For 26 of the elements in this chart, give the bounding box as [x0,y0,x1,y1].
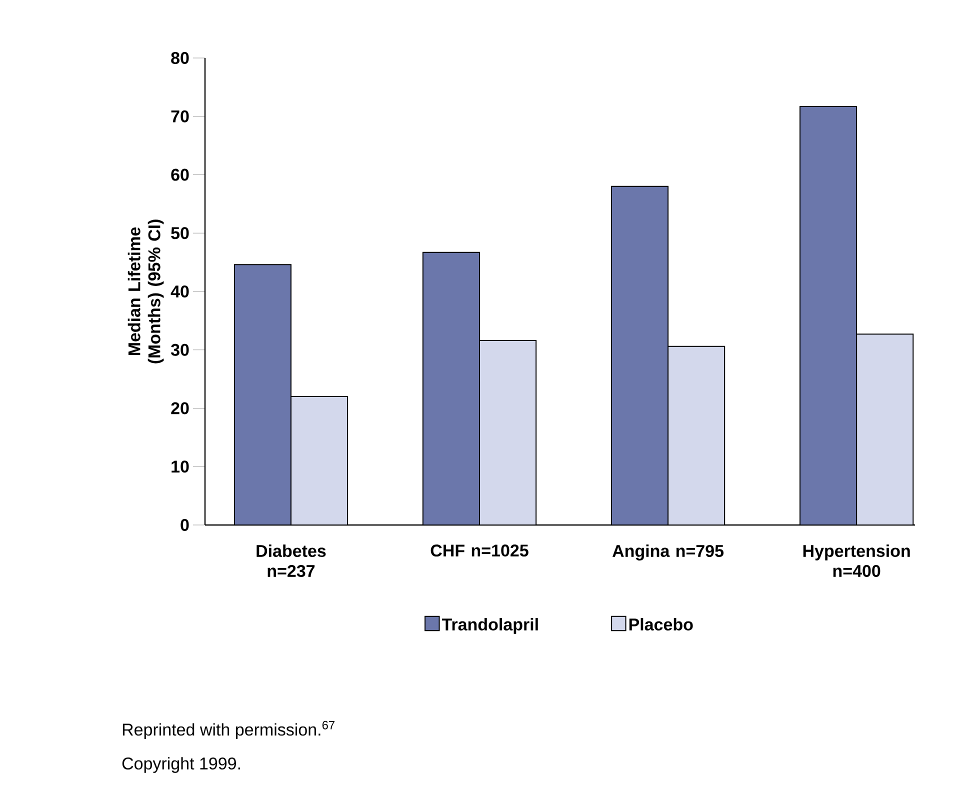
bar [422,252,480,525]
y-tick-label: 20 [171,402,189,414]
y-tick-label: 80 [171,52,189,64]
y-axis-title: Median Lifetime (Months) (95% CI) [128,220,164,364]
x-tick-label: Diabetes n=237 [256,544,326,578]
y-tick-label: 0 [180,518,189,532]
legend-label: Placebo [629,618,693,631]
x-tick-label: Angina n=795 [612,544,724,560]
text: Reprinted with permission.$^{67}$ [122,720,334,740]
bar [479,340,537,525]
y-tick-label: 30 [170,344,189,356]
y-tick-label: 40 [170,285,189,298]
bar [800,106,858,525]
bar [668,346,726,525]
bar [234,264,292,525]
text: Copyright 1999. [122,757,240,773]
y-tick-label: 50 [171,227,189,240]
x-tick-label: Hypertension n=400 [803,544,910,578]
legend-label: Trandolapril [442,618,538,634]
y-tick-label: 70 [171,110,189,122]
bar [610,186,669,525]
x-tick-label: CHF n=1025 [430,544,528,557]
y-tick-label: 10 [172,460,189,473]
bar [856,334,914,525]
bar [290,396,348,525]
y-tick-label: 60 [171,168,189,181]
